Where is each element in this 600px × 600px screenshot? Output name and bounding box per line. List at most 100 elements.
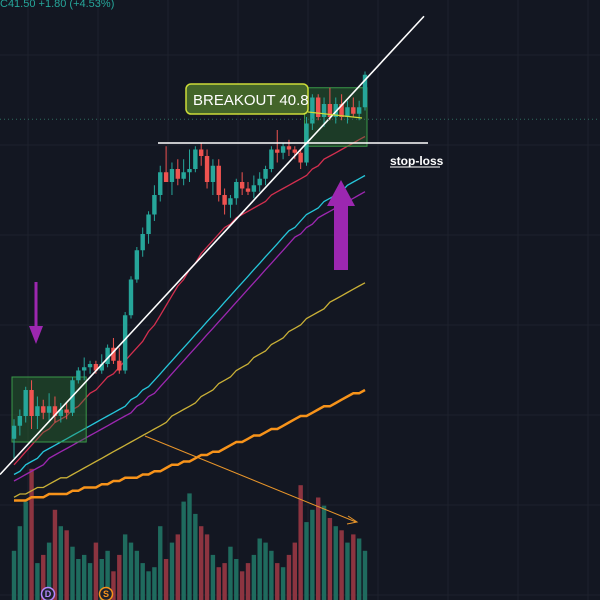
breakout-label[interactable]: BREAKOUT 40.8: [185, 83, 363, 119]
volume-bar: [245, 563, 251, 600]
volume-bar: [70, 546, 75, 600]
up-arrow-shaft: [334, 204, 348, 270]
volume-bar: [275, 563, 280, 600]
volume-bar: [111, 571, 116, 600]
candle-body: [310, 97, 315, 124]
volume-bar: [41, 554, 46, 600]
candle-body: [275, 149, 280, 153]
down-arrow-head: [29, 326, 43, 344]
candle-body: [128, 279, 134, 316]
candle-body: [234, 182, 239, 199]
volume-bar: [181, 501, 186, 600]
candle-body: [140, 234, 145, 251]
candle-body: [17, 416, 23, 426]
candle-body: [351, 107, 356, 114]
event-marker-label: S: [103, 589, 109, 599]
candle-body: [52, 406, 58, 416]
volume-bar: [58, 526, 63, 600]
candle-body: [146, 214, 151, 234]
volume-bar: [187, 493, 192, 600]
candle-body: [222, 195, 227, 205]
volume-bar: [93, 542, 99, 600]
moving-average-line: [13, 282, 366, 498]
trend-line: [0, 15, 425, 476]
candle-body: [41, 406, 46, 413]
volume-trend-line: [144, 435, 357, 523]
volume-bar: [122, 534, 128, 600]
candle-body: [82, 367, 87, 371]
candle-body: [158, 172, 163, 195]
candle-body: [11, 425, 17, 439]
candle-body: [286, 146, 292, 150]
volume-bar: [35, 563, 40, 600]
moving-average-line: [14, 388, 366, 502]
candle-body: [152, 195, 157, 215]
volume-bar: [134, 550, 140, 600]
volume-bar: [234, 559, 239, 600]
candle-body: [321, 104, 327, 117]
volume-bar: [298, 485, 303, 600]
volume-bar: [333, 526, 338, 600]
breakout-label-pointer: [307, 111, 363, 119]
volume-bar: [163, 559, 169, 600]
volume-bar: [146, 571, 151, 600]
candle-body: [228, 198, 233, 205]
breakout-label-box: [185, 83, 309, 115]
volume-bar: [356, 538, 362, 600]
volume-bar: [269, 550, 274, 600]
moving-average-line: [13, 174, 366, 476]
candle-body: [23, 390, 28, 416]
volume-bar: [140, 563, 145, 600]
volume-bar: [105, 550, 110, 600]
candle-body: [339, 104, 344, 117]
candle-body: [163, 172, 169, 182]
candle-body: [99, 364, 104, 371]
volume-bar: [46, 542, 52, 600]
candle-body: [239, 182, 245, 189]
volume-bar: [64, 530, 69, 600]
stop-loss-label: stop-loss: [390, 154, 444, 168]
candle-body: [175, 169, 180, 179]
volume-bar: [17, 526, 23, 600]
candle-body: [187, 169, 192, 173]
candle-body: [87, 364, 93, 368]
volume-bar: [76, 559, 81, 600]
annotation-arrows: [29, 180, 355, 344]
volume-bar: [310, 509, 315, 600]
candle-body: [263, 169, 268, 179]
candle-body: [216, 165, 221, 195]
volume-bar: [216, 567, 221, 600]
candle-body: [134, 250, 140, 280]
volume-bar: [210, 554, 216, 600]
candle-body: [169, 169, 175, 182]
candle-body: [117, 360, 122, 371]
volume-bar: [222, 563, 227, 600]
price-header: C41.50 +1.80 (+4.53%): [0, 0, 115, 10]
volume-bar: [128, 542, 134, 600]
volume-bar: [292, 542, 297, 600]
volume-bar: [204, 534, 210, 600]
volume-bar: [304, 522, 309, 600]
volume-bar: [251, 554, 257, 600]
candlesticks: [11, 71, 368, 459]
volume-bar: [339, 530, 344, 600]
candle-body: [356, 107, 362, 114]
volume-bars: [11, 468, 368, 600]
volume-bar: [175, 534, 180, 600]
volume-bar: [23, 501, 28, 600]
candle-body: [345, 107, 350, 117]
volume-bar: [239, 571, 245, 600]
event-marker-label: D: [45, 589, 52, 599]
candle-body: [58, 409, 63, 416]
candle-body: [257, 178, 262, 186]
volume-bar: [327, 518, 333, 600]
candle-body: [64, 409, 69, 413]
volume-bar: [263, 542, 268, 600]
candle-body: [199, 149, 204, 156]
drawing-lines: [0, 15, 600, 525]
volume-bar: [228, 546, 233, 600]
volume-bar: [321, 505, 327, 600]
event-marker-circle: [98, 586, 114, 600]
